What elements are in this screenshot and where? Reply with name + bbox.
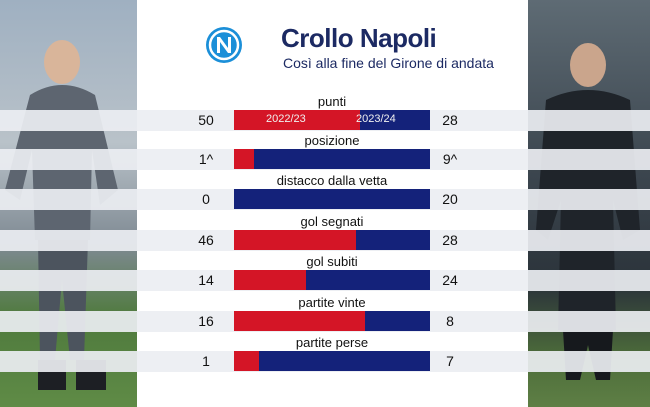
value-2022-23: 1 bbox=[202, 353, 210, 369]
value-2022-23: 1^ bbox=[198, 151, 214, 167]
napoli-crest-icon bbox=[206, 27, 242, 63]
metric-label: partite perse bbox=[295, 335, 369, 350]
value-2023-24: 28 bbox=[442, 232, 458, 248]
legend-2023-24: 2023/24 bbox=[356, 113, 396, 125]
value-2022-23: 50 bbox=[198, 112, 214, 128]
value-2022-23: 46 bbox=[198, 232, 214, 248]
metric-label: punti bbox=[317, 94, 347, 109]
comparison-bar bbox=[234, 270, 430, 290]
metric-label: posizione bbox=[304, 133, 360, 148]
page-title: Crollo Napoli bbox=[281, 23, 437, 53]
page-subtitle: Così alla fine del Girone di andata bbox=[283, 55, 494, 71]
bar-fill-2022-23 bbox=[234, 311, 365, 331]
metric-label: partite vinte bbox=[298, 295, 366, 310]
comparison-bar bbox=[234, 189, 430, 209]
value-2023-24: 9^ bbox=[442, 151, 458, 167]
bar-fill-2022-23 bbox=[234, 351, 259, 371]
value-2022-23: 16 bbox=[198, 313, 214, 329]
legend-2022-23: 2022/23 bbox=[266, 113, 306, 125]
value-2022-23: 14 bbox=[198, 272, 214, 288]
value-2023-24: 28 bbox=[442, 112, 458, 128]
bar-fill-2022-23 bbox=[234, 149, 254, 169]
value-2023-24: 24 bbox=[442, 272, 458, 288]
bar-fill-2022-23 bbox=[234, 230, 356, 250]
comparison-bar bbox=[234, 311, 430, 331]
comparison-bar bbox=[234, 351, 430, 371]
metric-label: distacco dalla vetta bbox=[276, 173, 388, 188]
comparison-bar bbox=[234, 230, 430, 250]
comparison-bar: 2022/23 2023/24 bbox=[234, 110, 430, 130]
value-2023-24: 7 bbox=[446, 353, 454, 369]
value-2023-24: 8 bbox=[446, 313, 454, 329]
comparison-bar bbox=[234, 149, 430, 169]
bar-fill-2022-23 bbox=[234, 270, 307, 290]
metric-label: gol segnati bbox=[300, 214, 364, 229]
value-2023-24: 20 bbox=[442, 191, 458, 207]
bar-fill-2022-23 bbox=[234, 110, 360, 130]
value-2022-23: 0 bbox=[202, 191, 210, 207]
metric-label: gol subiti bbox=[306, 254, 358, 269]
